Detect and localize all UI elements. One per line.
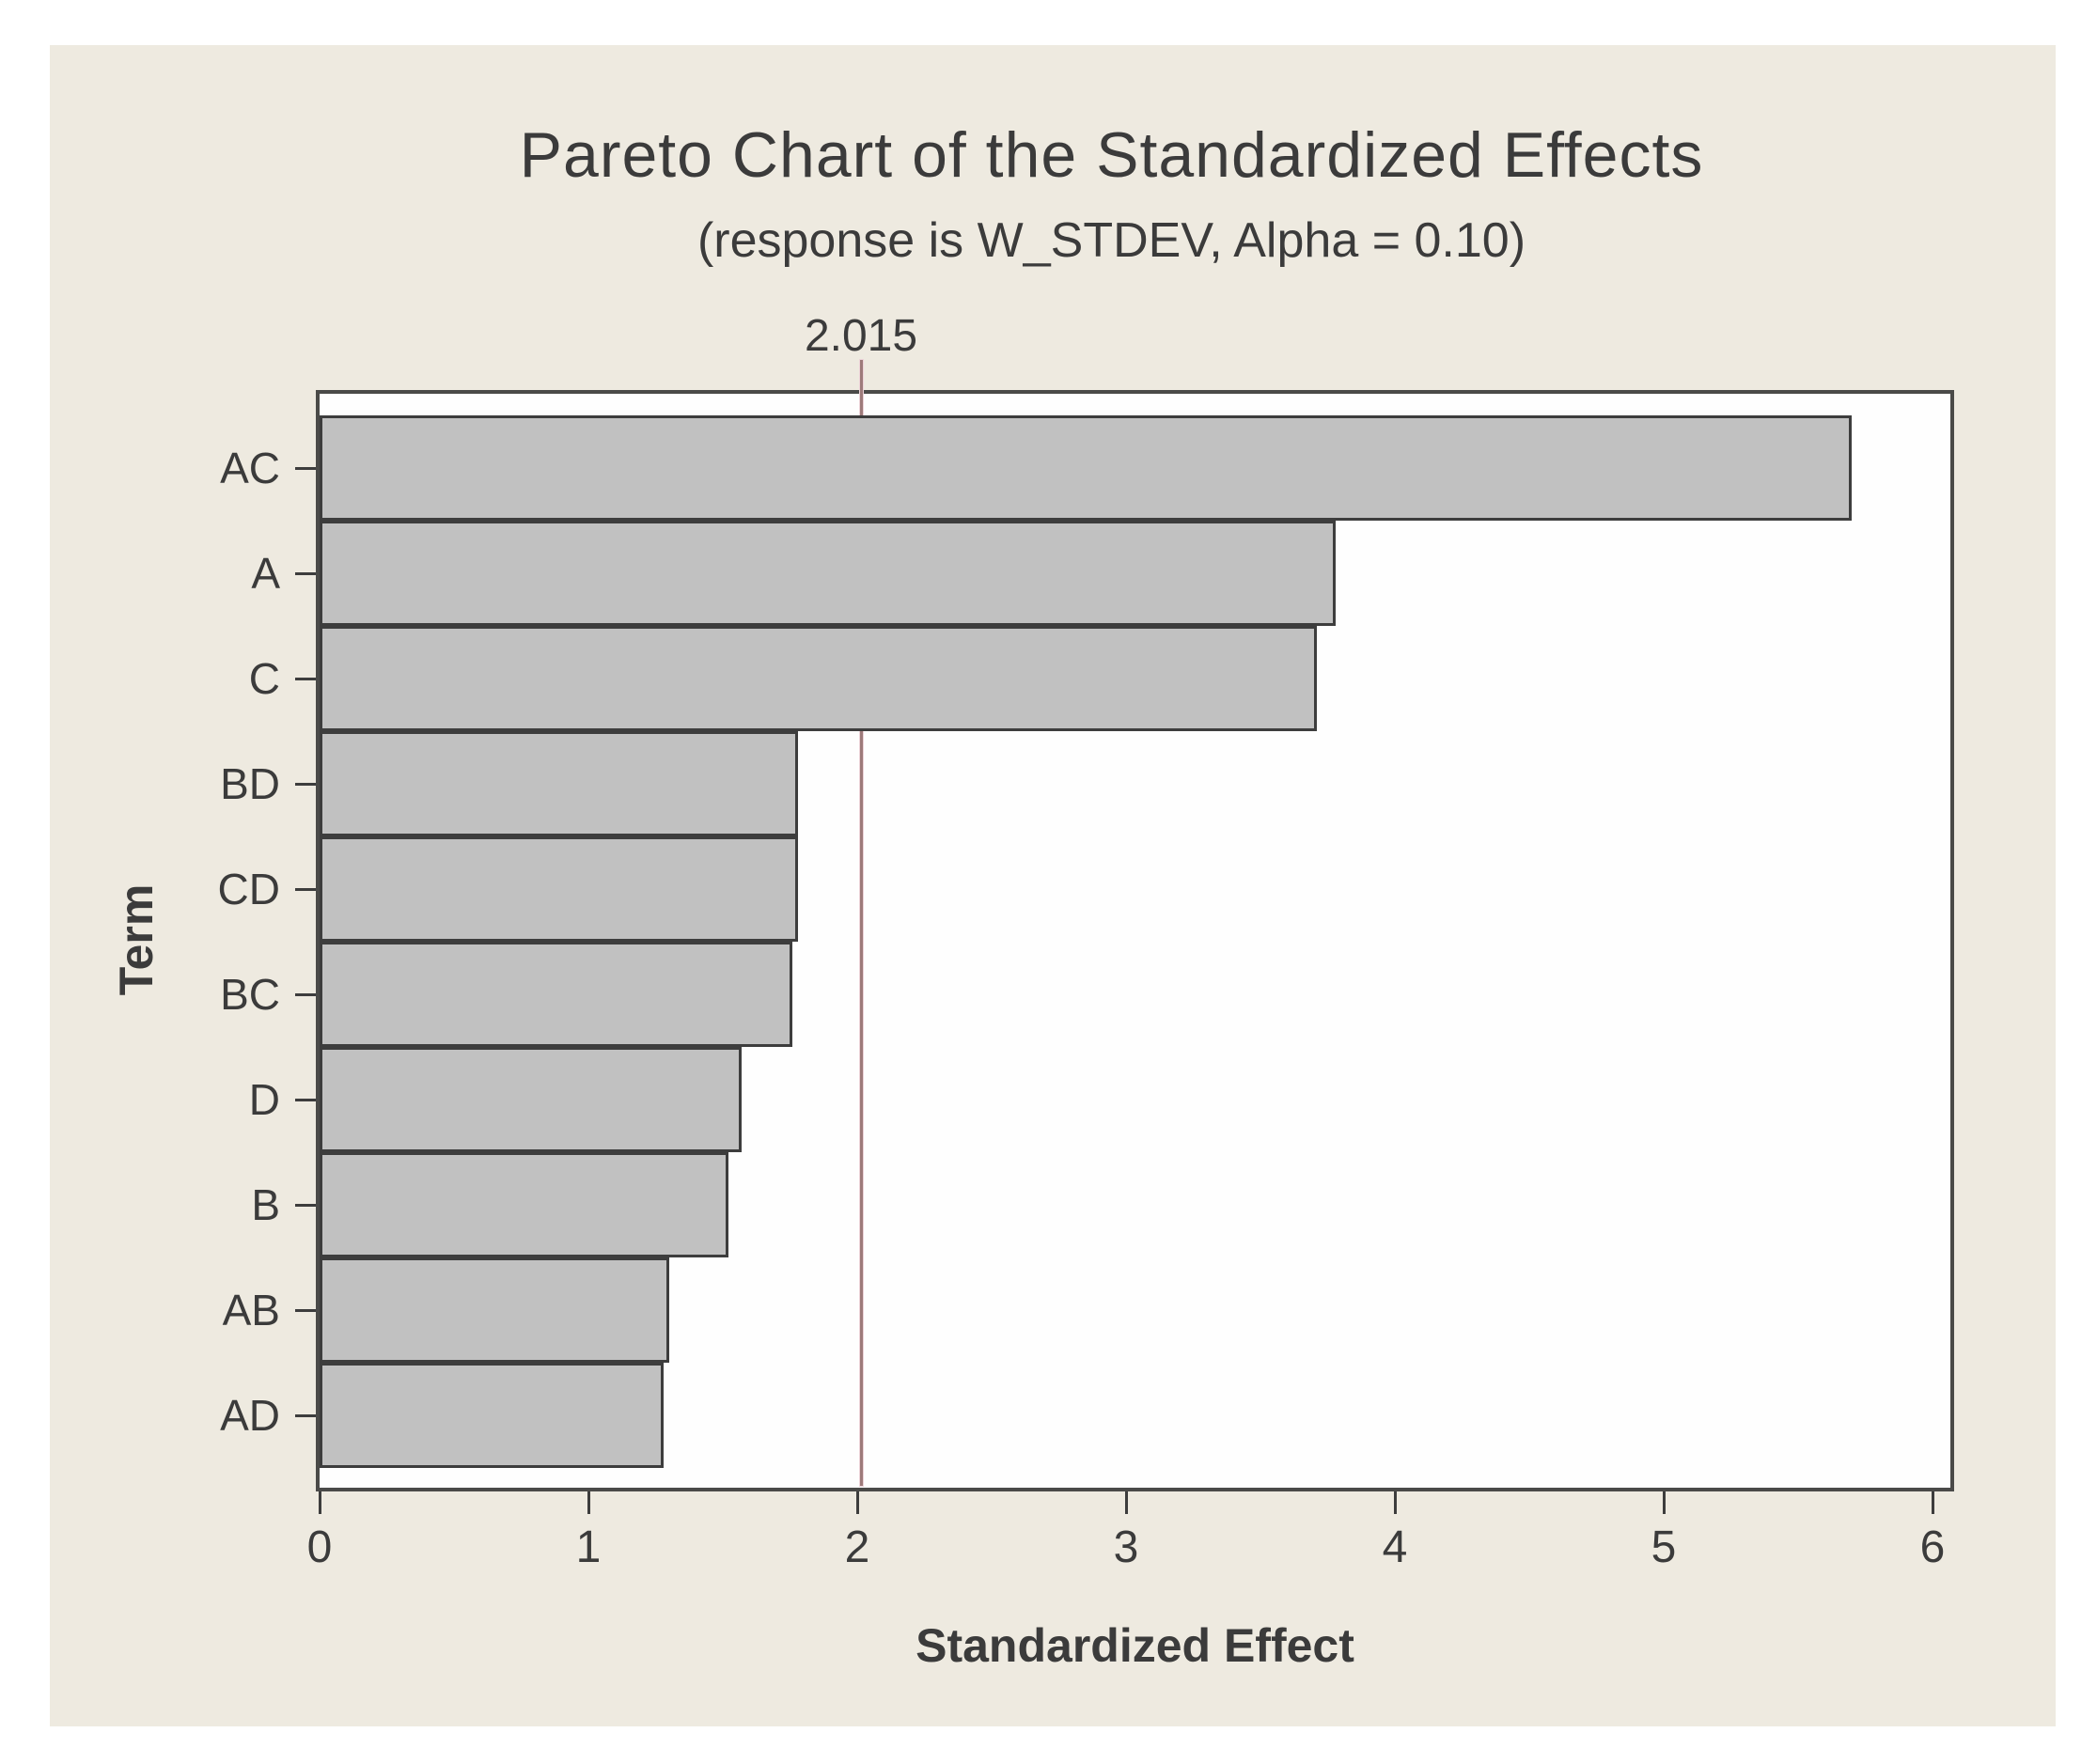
x-tick-label-1: 1 [575,1522,602,1572]
x-tick-2 [856,1491,859,1514]
bar-A [320,521,1336,626]
y-tick-BC [295,993,316,996]
y-tick-B [295,1204,316,1207]
bar-B [320,1152,728,1257]
bar-C [320,626,1317,731]
y-tick-BD [295,783,316,786]
x-tick-label-3: 3 [1113,1522,1139,1572]
bar-BC [320,942,792,1047]
x-tick-0 [319,1491,321,1514]
bar-AD [320,1363,664,1468]
x-tick-4 [1394,1491,1397,1514]
x-tick-label-4: 4 [1382,1522,1408,1572]
y-tick-AB [295,1309,316,1312]
y-category-label-C: C [248,654,280,703]
bar-CD [320,836,798,942]
y-tick-A [295,572,316,575]
chart-subtitle: (response is W_STDEV, Alpha = 0.10) [696,213,1526,268]
y-category-label-AB: AB [222,1286,280,1335]
x-tick-label-0: 0 [306,1522,333,1572]
x-tick-3 [1125,1491,1128,1514]
y-tick-D [295,1099,316,1101]
y-category-label-BD: BD [220,759,280,808]
y-tick-AD [295,1414,316,1417]
x-tick-label-6: 6 [1919,1522,1946,1572]
y-tick-CD [295,888,316,891]
y-category-label-D: D [248,1075,280,1124]
y-axis-title: Term [110,883,163,996]
x-tick-5 [1663,1491,1666,1514]
bar-D [320,1047,742,1152]
bar-AB [320,1257,669,1363]
reference-line [860,360,863,1486]
reference-line-label: 2.015 [804,311,918,361]
y-category-label-BC: BC [220,970,280,1019]
y-tick-C [295,678,316,680]
y-category-label-B: B [251,1180,280,1229]
chart-title: Pareto Chart of the Standardized Effects [519,119,1704,191]
x-tick-label-2: 2 [844,1522,870,1572]
y-category-label-A: A [251,549,280,598]
y-category-label-AC: AC [220,444,280,492]
bar-BD [320,731,798,836]
y-category-label-AD: AD [220,1391,280,1440]
y-tick-AC [295,467,316,470]
x-tick-6 [1932,1491,1934,1514]
bar-AC [320,415,1852,521]
x-tick-label-5: 5 [1651,1522,1677,1572]
y-category-label-CD: CD [217,865,280,913]
x-axis-title: Standardized Effect [915,1619,1354,1672]
x-tick-1 [587,1491,590,1514]
